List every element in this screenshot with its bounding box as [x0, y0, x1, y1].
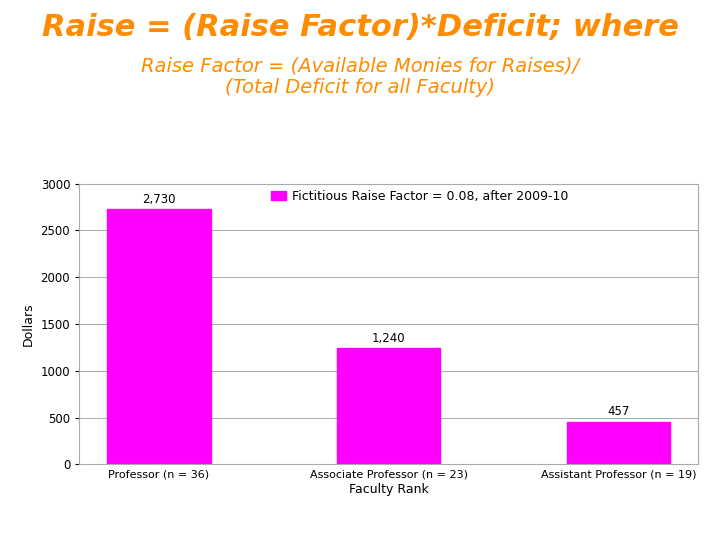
- Y-axis label: Dollars: Dollars: [22, 302, 35, 346]
- Text: 457: 457: [608, 406, 630, 419]
- Text: 1,240: 1,240: [372, 332, 405, 345]
- Text: Raise = (Raise Factor)*Deficit; where: Raise = (Raise Factor)*Deficit; where: [42, 14, 678, 43]
- Text: 2,730: 2,730: [143, 193, 176, 206]
- Text: Raise Factor = (Available Monies for Raises)/: Raise Factor = (Available Monies for Rai…: [141, 57, 579, 76]
- Bar: [567, 422, 670, 464]
- X-axis label: Faculty Rank: Faculty Rank: [349, 483, 428, 496]
- Text: (Total Deficit for all Faculty): (Total Deficit for all Faculty): [225, 78, 495, 97]
- Legend: Fictitious Raise Factor = 0.08, after 2009-10: Fictitious Raise Factor = 0.08, after 20…: [271, 190, 569, 203]
- Bar: [107, 209, 211, 464]
- Bar: [337, 348, 441, 464]
